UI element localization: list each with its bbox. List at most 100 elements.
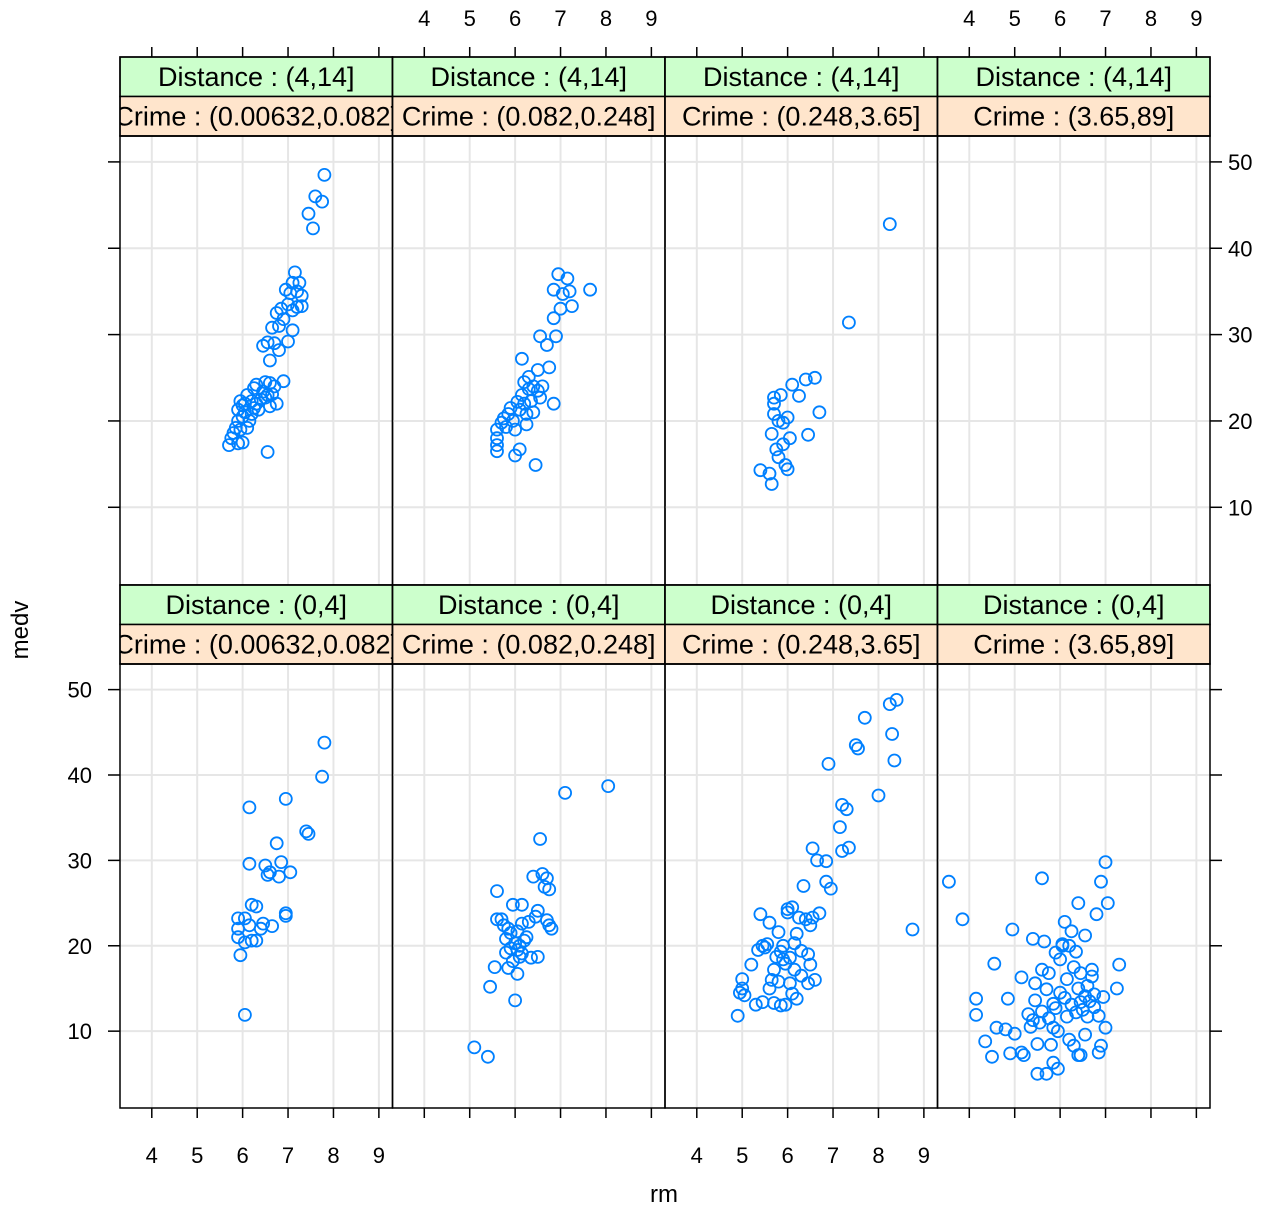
data-point	[1039, 982, 1054, 997]
data-point	[905, 922, 920, 937]
data-point	[315, 769, 330, 784]
data-point	[1089, 907, 1104, 922]
x-tick-label: 7	[827, 1143, 839, 1168]
data-point	[794, 968, 809, 983]
x-tick-label: 7	[282, 1143, 294, 1168]
data-point	[294, 288, 309, 303]
panel-bottom-3: Distance : (0,4] Crime : (0.248,3.65]	[664, 584, 939, 1109]
data-point	[517, 933, 532, 948]
data-point	[771, 974, 786, 989]
data-point	[530, 363, 545, 377]
data-point	[1064, 924, 1079, 939]
data-point	[767, 996, 781, 1010]
strip-distance-label: Distance : (4,14]	[703, 62, 900, 92]
panel-top-4: Distance : (4,14] Crime : (3.65,89]	[936, 56, 1211, 586]
data-point	[233, 422, 248, 437]
data-point	[978, 1034, 993, 1049]
data-point	[519, 417, 534, 432]
data-point	[1055, 938, 1070, 953]
data-point	[1071, 896, 1086, 910]
panel-grid	[937, 664, 1210, 1108]
data-point	[789, 991, 804, 1006]
data-point	[294, 299, 309, 314]
data-point	[1098, 1020, 1113, 1035]
data-point	[753, 907, 768, 922]
data-point	[533, 832, 547, 846]
data-point	[249, 933, 264, 948]
data-point	[265, 320, 280, 335]
data-point	[805, 841, 820, 856]
x-tick-label: 9	[918, 1143, 930, 1168]
strip-distance-label: Distance : (0,4]	[983, 590, 1165, 620]
x-tick-label: 9	[645, 6, 657, 31]
data-point	[767, 396, 781, 411]
strip-crime-label: Crime : (0.082,0.248]	[402, 630, 656, 660]
data-point	[1087, 1000, 1102, 1015]
data-point	[1071, 981, 1086, 996]
x-tick-label: 7	[1099, 6, 1111, 31]
strip-distance-label: Distance : (4,14]	[975, 62, 1172, 92]
x-tick-label: 4	[146, 1143, 158, 1168]
data-point	[785, 900, 800, 915]
data-point	[989, 1020, 1004, 1035]
data-point	[222, 438, 236, 453]
data-point	[549, 329, 563, 344]
data-point	[535, 379, 550, 394]
data-point	[315, 194, 330, 209]
y-tick-label: 40	[1228, 236, 1252, 261]
data-point	[299, 824, 314, 839]
data-point	[258, 858, 273, 873]
data-point	[1028, 993, 1042, 1008]
data-point	[1016, 1048, 1031, 1062]
strip-crime	[664, 623, 939, 665]
data-point	[789, 926, 804, 941]
data-point	[1085, 962, 1099, 977]
data-point	[562, 284, 577, 299]
data-point	[792, 388, 806, 403]
data-point	[985, 1049, 999, 1064]
data-point	[780, 410, 795, 425]
data-point	[490, 431, 504, 446]
data-point	[512, 442, 527, 457]
data-point	[1026, 932, 1040, 946]
strip-crime	[119, 95, 394, 137]
data-point	[490, 884, 504, 898]
data-point	[803, 957, 818, 972]
y-tick-label: 20	[1228, 409, 1252, 434]
data-point	[515, 351, 529, 366]
data-point	[755, 995, 770, 1009]
data-point	[244, 933, 259, 948]
data-point	[1035, 1004, 1049, 1019]
data-point	[558, 786, 572, 800]
data-point	[526, 379, 541, 394]
data-point	[546, 396, 561, 411]
data-point	[787, 936, 802, 951]
data-point	[526, 869, 541, 884]
data-point	[882, 697, 897, 711]
data-point	[515, 897, 529, 912]
data-point	[546, 311, 561, 326]
data-point	[1112, 957, 1127, 972]
x-tick-label: 5	[736, 1143, 748, 1168]
data-point	[839, 802, 854, 817]
data-point	[601, 779, 616, 793]
panel-bottom-4: Distance : (0,4] Crime : (3.65,89]	[936, 584, 1211, 1109]
data-point	[496, 411, 511, 426]
data-point	[821, 757, 836, 771]
data-point	[737, 988, 752, 1003]
x-tick-label: 8	[1145, 6, 1157, 31]
x-tick-label: 6	[782, 1143, 794, 1168]
data-point	[281, 334, 295, 349]
y-axis-label: medv	[7, 601, 34, 660]
data-point	[1037, 934, 1052, 949]
data-point	[1078, 1027, 1092, 1042]
data-point	[1030, 1066, 1045, 1081]
data-point	[583, 282, 597, 297]
data-point	[317, 167, 332, 182]
data-point	[301, 827, 316, 841]
data-point	[1039, 1066, 1054, 1081]
data-point	[801, 427, 815, 442]
data-point	[1071, 1048, 1086, 1062]
data-point	[842, 840, 856, 855]
data-point	[490, 438, 504, 453]
